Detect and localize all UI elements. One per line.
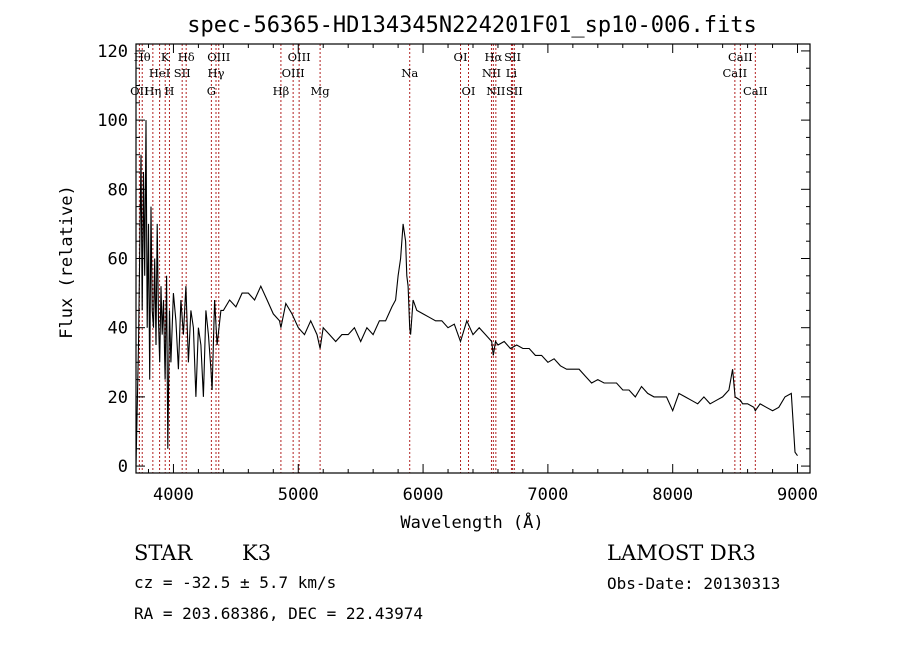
spectral-line-label: Hα: [484, 50, 502, 64]
spectral-line-label: SII: [506, 84, 523, 98]
spectral-line-label: Na: [401, 66, 418, 80]
y-axis-label: Flux (relative): [57, 185, 77, 339]
y-tick-label: 120: [97, 42, 128, 62]
observation-date: Obs-Date: 20130313: [607, 574, 780, 593]
survey-name: LAMOST DR3: [607, 541, 756, 565]
y-tick-label: 80: [108, 180, 128, 200]
spectral-line-label: OIII: [207, 50, 230, 64]
spectral-line-label: Hη: [144, 84, 161, 98]
y-axis-ticks: 0 20 40 60 80 100 120: [97, 42, 810, 477]
x-axis-label: Wavelength (Å): [400, 511, 543, 533]
x-tick-label: 6000: [403, 485, 444, 505]
spectral-line-label: OIII: [288, 50, 311, 64]
spectral-line-markers: [138, 44, 756, 473]
y-tick-label: 100: [97, 111, 128, 131]
spectral-line-label: NII: [482, 66, 501, 80]
spectral-line-label: OIII: [282, 66, 305, 80]
redshift-readout: cz = -32.5 ± 5.7 km/s: [134, 573, 336, 592]
x-tick-label: 7000: [527, 485, 568, 505]
spectral-line-label: SII: [504, 50, 521, 64]
y-tick-label: 0: [118, 457, 128, 477]
x-axis-ticks: 4000 5000 6000 7000 8000 9000: [147, 44, 818, 505]
object-subclass: K3: [242, 541, 271, 565]
x-tick-label: 8000: [652, 485, 693, 505]
spectral-line-label: OII: [130, 84, 149, 98]
x-tick-label: 5000: [278, 485, 319, 505]
spectral-line-label: Hγ: [208, 66, 225, 80]
coordinates-readout: RA = 203.68386, DEC = 22.43974: [134, 604, 423, 623]
spectral-line-label: OI: [454, 50, 468, 64]
spectral-line-label: CaII: [722, 66, 747, 80]
spectral-line-label: H: [164, 84, 174, 98]
spectral-line-label: OI: [462, 84, 476, 98]
spectral-line-label: Hδ: [178, 50, 195, 64]
spectral-line-labels: OIIHθHηHeIKHSIIHδGHγOIIIHβOIIIOIIIMgNaOI…: [130, 50, 768, 98]
spectral-line-label: Hβ: [273, 84, 290, 98]
y-tick-label: 20: [108, 388, 128, 408]
spectral-line-label: G: [207, 84, 216, 98]
spectral-line-label: SII: [174, 66, 191, 80]
spectral-line-label: Li: [506, 66, 518, 80]
spectral-line-label: Hθ: [134, 50, 151, 64]
spectral-line-label: K: [161, 50, 170, 64]
spectral-line-label: CaII: [728, 50, 753, 64]
spectral-line-label: Mg: [311, 84, 331, 98]
x-tick-label: 9000: [777, 485, 818, 505]
object-class: STAR: [134, 541, 193, 565]
x-tick-label: 4000: [153, 485, 194, 505]
y-tick-label: 40: [108, 319, 128, 339]
plot-frame: [135, 43, 811, 474]
y-tick-label: 60: [108, 250, 128, 270]
spectral-line-label: HeI: [149, 66, 170, 80]
spectral-line-label: NII: [486, 84, 505, 98]
chart-title: spec-56365-HD134345N224201F01_sp10-006.f…: [187, 13, 757, 38]
spectrum-series-line: [135, 120, 798, 467]
spectral-line-label: CaII: [743, 84, 768, 98]
